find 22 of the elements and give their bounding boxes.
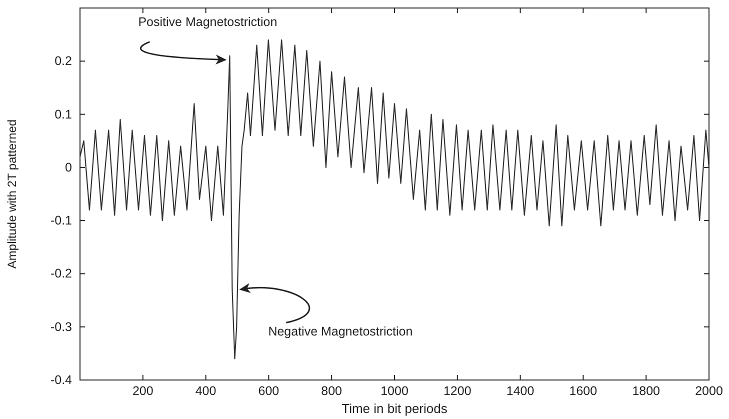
y-tick-label: -0.4 bbox=[50, 373, 72, 387]
x-tick-label: 600 bbox=[258, 384, 280, 398]
x-axis-title: Time in bit periods bbox=[342, 401, 448, 416]
x-tick-label: 2000 bbox=[695, 384, 723, 398]
y-tick-label: 0.2 bbox=[54, 54, 72, 68]
x-tick-label: 200 bbox=[132, 384, 154, 398]
y-tick-label: -0.2 bbox=[50, 266, 72, 281]
y-tick-label: 0.1 bbox=[54, 107, 72, 122]
line-series bbox=[79, 39, 710, 360]
x-tick-label: 1200 bbox=[443, 384, 472, 398]
x-tick-label: 1400 bbox=[506, 384, 534, 398]
x-tick-label: 1000 bbox=[380, 384, 408, 398]
annotation: Negative Magnetostriction bbox=[268, 324, 413, 339]
y-tick-label: -0.1 bbox=[50, 214, 72, 228]
annotation: Positive Magnetostriction bbox=[138, 14, 278, 29]
x-tick-label: 1800 bbox=[632, 384, 660, 398]
x-tick-label: 1600 bbox=[569, 384, 598, 398]
y-tick-label: -0.3 bbox=[50, 320, 72, 334]
x-tick-label: 800 bbox=[321, 384, 342, 398]
y-tick-label: 0 bbox=[65, 160, 72, 174]
y-axis-title: Amplitude with 2T patterned bbox=[5, 119, 19, 269]
x-tick-label: 400 bbox=[195, 384, 216, 398]
